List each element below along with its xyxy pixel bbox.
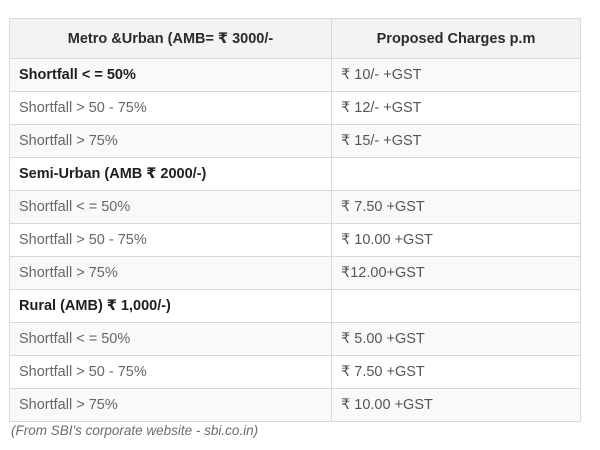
charge-cell (331, 289, 581, 323)
shortfall-cell: Shortfall > 75% (9, 124, 332, 158)
table-row: Shortfall < = 50% ₹ 7.50 +GST (9, 190, 581, 224)
header-proposed-charges: Proposed Charges p.m (331, 18, 581, 59)
table-row: Shortfall > 50 - 75% ₹ 7.50 +GST (9, 355, 581, 389)
charge-cell: ₹12.00+GST (331, 256, 581, 290)
table-group-row: Rural (AMB) ₹ 1,000/-) (9, 289, 581, 323)
shortfall-cell: Shortfall > 50 - 75% (9, 355, 332, 389)
charge-cell: ₹ 12/- +GST (331, 91, 581, 125)
charge-cell: ₹ 5.00 +GST (331, 322, 581, 356)
header-area-category: Metro &Urban (AMB= ₹ 3000/- (9, 18, 332, 59)
table-row: Shortfall > 50 - 75% ₹ 12/- +GST (9, 91, 581, 125)
area-category-cell: Semi-Urban (AMB ₹ 2000/-) (9, 157, 332, 191)
charge-cell: ₹ 7.50 +GST (331, 355, 581, 389)
table-row: Shortfall > 50 - 75% ₹ 10.00 +GST (9, 223, 581, 257)
table-header-row: Metro &Urban (AMB= ₹ 3000/- Proposed Cha… (9, 18, 581, 59)
table-row: Shortfall > 75% ₹ 10.00 +GST (9, 388, 581, 422)
charge-cell: ₹ 10.00 +GST (331, 223, 581, 257)
charges-table-container: Metro &Urban (AMB= ₹ 3000/- Proposed Cha… (9, 18, 581, 422)
shortfall-cell: Shortfall < = 50% (9, 190, 332, 224)
shortfall-cell: Shortfall > 50 - 75% (9, 91, 332, 125)
table-row: Shortfall < = 50% ₹ 5.00 +GST (9, 322, 581, 356)
shortfall-cell: Shortfall > 50 - 75% (9, 223, 332, 257)
charge-cell: ₹ 10/- +GST (331, 58, 581, 92)
charge-cell: ₹ 10.00 +GST (331, 388, 581, 422)
table-body: Shortfall < = 50% ₹ 10/- +GST Shortfall > … (9, 58, 581, 422)
charge-cell (331, 157, 581, 191)
charges-table: Metro &Urban (AMB= ₹ 3000/- Proposed Cha… (9, 18, 581, 422)
charge-cell: ₹ 7.50 +GST (331, 190, 581, 224)
charge-cell: ₹ 15/- +GST (331, 124, 581, 158)
table-row: Shortfall > 75% ₹12.00+GST (9, 256, 581, 290)
table-group-row: Semi-Urban (AMB ₹ 2000/-) (9, 157, 581, 191)
area-category-cell: Shortfall < = 50% (9, 58, 332, 92)
source-caption: (From SBI's corporate website - sbi.co.i… (11, 423, 259, 438)
table-group-row: Shortfall < = 50% ₹ 10/- +GST (9, 58, 581, 92)
table-row: Shortfall > 75% ₹ 15/- +GST (9, 124, 581, 158)
shortfall-cell: Shortfall < = 50% (9, 322, 332, 356)
shortfall-cell: Shortfall > 75% (9, 388, 332, 422)
shortfall-cell: Shortfall > 75% (9, 256, 332, 290)
area-category-cell: Rural (AMB) ₹ 1,000/-) (9, 289, 332, 323)
